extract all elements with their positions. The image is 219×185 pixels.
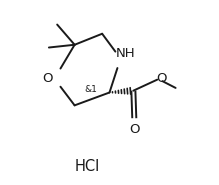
Text: &1: &1 [84,85,97,94]
Text: HCl: HCl [75,159,100,174]
Text: O: O [156,72,167,85]
Text: NH: NH [115,47,135,60]
Text: O: O [43,72,53,85]
Text: O: O [130,123,140,136]
